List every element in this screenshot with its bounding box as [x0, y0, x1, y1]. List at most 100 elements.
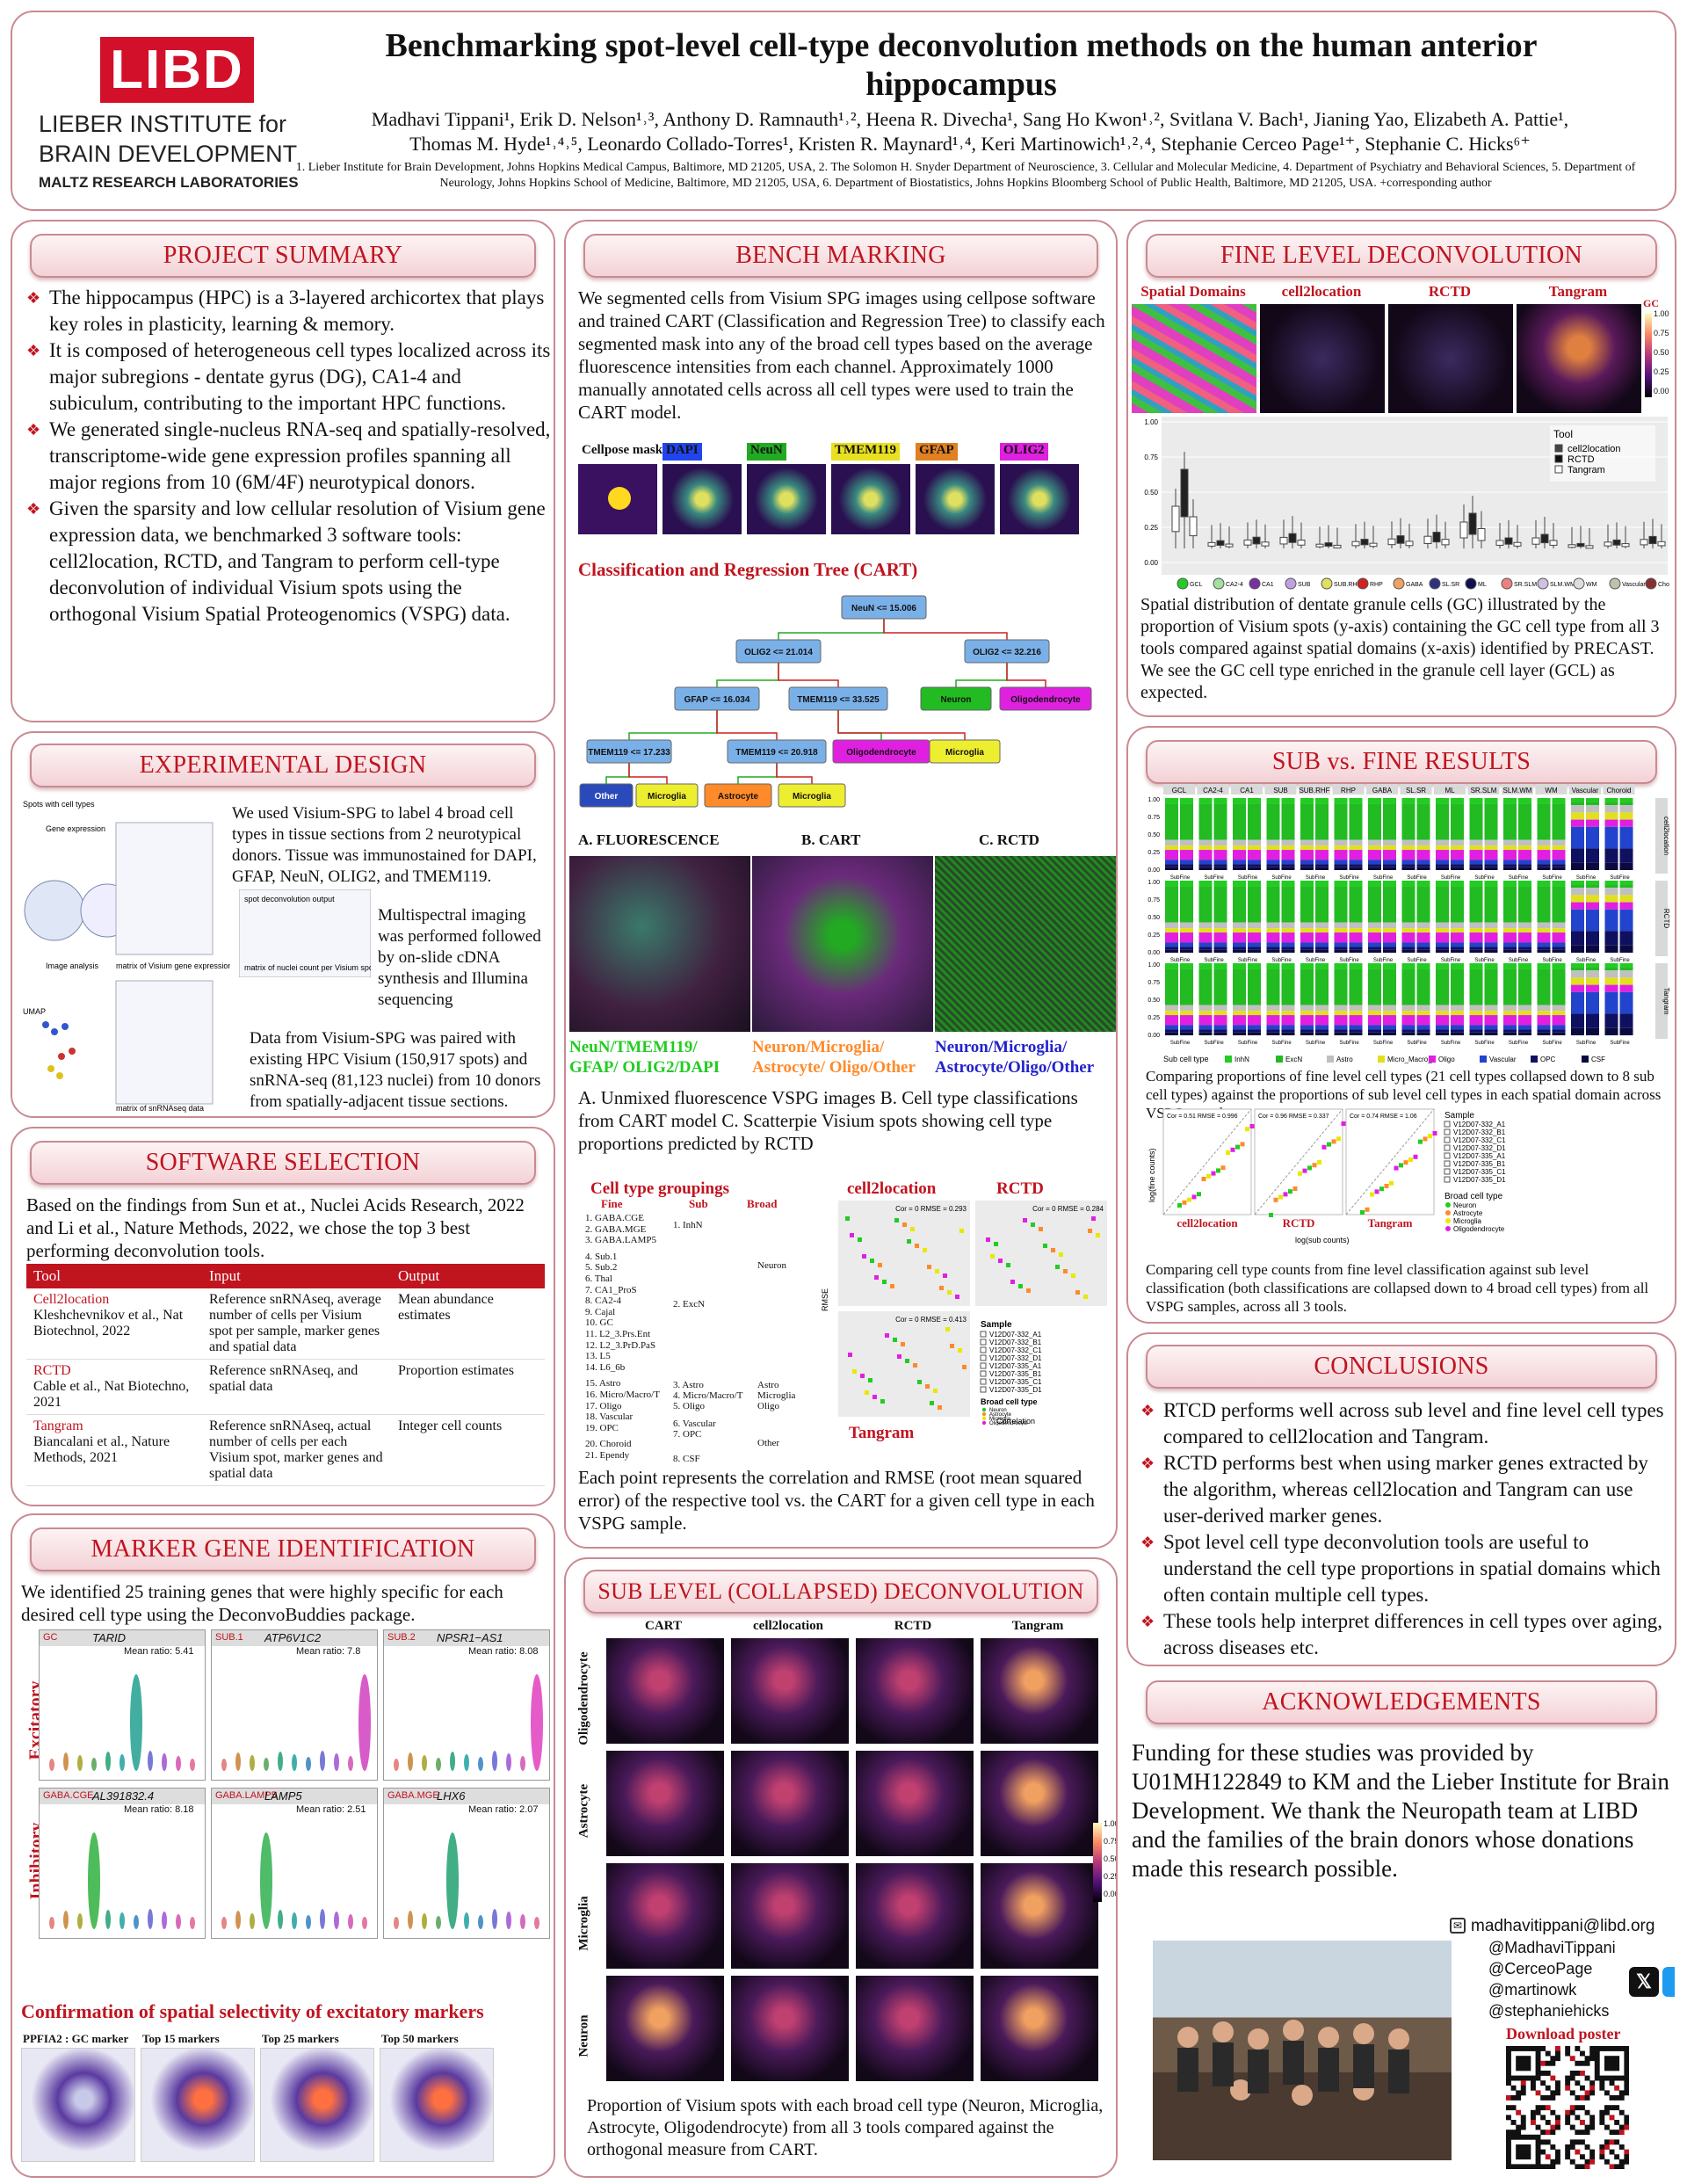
handle[interactable]: @martinowk	[1488, 1981, 1577, 1999]
qr-module	[1531, 2075, 1536, 2081]
scatter-point	[894, 1218, 899, 1223]
violin-shape	[190, 1759, 195, 1771]
qr-module	[1604, 2056, 1610, 2062]
tree-edge	[837, 710, 966, 740]
sub-level-panel: SUB LEVEL (COLLAPSED) DECONVOLUTION CART…	[564, 1557, 1118, 2178]
stacked-bar-segment	[1451, 969, 1464, 1005]
stacked-bar-segment	[1451, 864, 1464, 867]
qr-module	[1614, 2105, 1620, 2111]
stacked-bar-segment	[1383, 886, 1396, 923]
stacked-bar-segment	[1451, 845, 1464, 851]
qr-module	[1594, 2046, 1600, 2051]
handle[interactable]: @MadhaviTippani	[1488, 1939, 1616, 1956]
boxplot-box	[1621, 543, 1630, 548]
domain-swatch	[1249, 577, 1261, 590]
stacked-bar-segment	[1604, 1027, 1618, 1035]
channel-label: OLIG2	[1000, 443, 1048, 461]
stacked-bar-segment	[1213, 932, 1227, 943]
tree-node-label: OLIG2 <= 32.216	[973, 648, 1041, 657]
twitter-bird-icon[interactable]	[1662, 1967, 1675, 1997]
stacked-bar-segment	[1619, 1027, 1633, 1035]
count-point	[1321, 1144, 1327, 1150]
tool-name: RCTD	[33, 1363, 71, 1378]
identity-line	[1254, 1108, 1343, 1215]
sub-level-heatmap	[606, 1751, 724, 1856]
count-point	[1336, 1136, 1341, 1142]
count-point	[1317, 1160, 1321, 1165]
qr-module	[1516, 2090, 1522, 2096]
facet-strip	[1467, 784, 1500, 795]
domain-swatch	[1357, 577, 1369, 590]
stacked-bar-segment	[1604, 931, 1618, 946]
facet-strip	[1163, 784, 1195, 795]
bar-x-label: SubFine	[1238, 1041, 1258, 1046]
stacked-bar-segment	[1248, 969, 1261, 1005]
qr-module	[1624, 2046, 1629, 2051]
tool-legend-swatch	[1554, 444, 1563, 453]
stacked-bar-segment	[1469, 860, 1483, 865]
stacked-bar-segment	[1233, 803, 1246, 840]
qr-module	[1520, 2154, 1526, 2160]
boxplot-box	[1477, 528, 1486, 541]
stacked-bar-segment	[1315, 845, 1329, 851]
stacked-bar-segment	[1537, 949, 1551, 953]
qr-module	[1599, 2144, 1605, 2150]
facet-strip	[1264, 784, 1297, 795]
stacked-bar-segment	[1233, 969, 1246, 1005]
qr-module	[1584, 2164, 1590, 2169]
table-header: Tool	[26, 1264, 202, 1288]
legend-bg	[1550, 425, 1655, 482]
stacked-bar-segment	[1248, 1011, 1261, 1016]
channel-image	[578, 464, 657, 534]
stacked-bar-segment	[1571, 1027, 1584, 1035]
stacked-bar-segment	[1401, 932, 1415, 943]
qr-module	[1624, 2120, 1629, 2125]
bar-x-label: SubFine	[1339, 1041, 1359, 1046]
stacked-bar-segment	[1503, 803, 1517, 840]
logo-line-3: MALTZ RESEARCH LABORATORIES	[39, 174, 299, 191]
domain-label: GABA	[1406, 582, 1423, 588]
qr-module	[1599, 2075, 1605, 2081]
qr-module	[1599, 2149, 1605, 2155]
handle[interactable]: @stephaniehicks	[1488, 2002, 1610, 2020]
count-broad-title: Broad cell type	[1444, 1192, 1503, 1201]
stacked-bar-segment	[1416, 867, 1430, 870]
boxplot-box	[1207, 541, 1216, 547]
violin-tag: GC	[43, 1632, 58, 1643]
software-selection-panel: SOFTWARE SELECTION Based on the findings…	[11, 1127, 555, 1506]
summary-bullet: We generated single-nucleus RNA-seq and …	[26, 417, 554, 496]
qr-module	[1624, 2060, 1629, 2066]
stacked-bar-segment	[1451, 1005, 1464, 1012]
stacked-bar-segment	[1233, 963, 1246, 969]
stacked-bar-segment	[1436, 963, 1449, 969]
boxplot-box	[1513, 541, 1522, 547]
scatter-point	[1039, 1227, 1043, 1231]
stacked-bar-segment	[1165, 1032, 1178, 1035]
stacked-bar-segment	[1165, 949, 1178, 953]
violin-shape	[320, 1909, 325, 1929]
img-title-a: A. FLUORESCENCE	[578, 831, 720, 848]
x-logo-icon[interactable]: 𝕏	[1629, 1967, 1659, 1997]
handle[interactable]: @CerceoPage	[1488, 1960, 1593, 1977]
fine-type-item: 10. GC	[585, 1317, 613, 1329]
tool-cell: Tangram Biancalani et al., Nature Methods…	[26, 1414, 202, 1486]
qr-code[interactable]	[1506, 2046, 1629, 2169]
stacked-bar-segment	[1484, 839, 1498, 846]
count-scatter-plot: Cor = 0.51 RMSE = 0.996cell2locationCor …	[1148, 1108, 1506, 1244]
stacked-bar-segment	[1281, 963, 1295, 969]
stacked-bar-segment	[1383, 839, 1396, 846]
stacked-bar-segment	[1198, 860, 1213, 865]
stacked-bar-segment	[1416, 798, 1430, 804]
tools-table: Tool Input Output Cell2location Kleshchev…	[26, 1264, 545, 1486]
contact-email[interactable]: madhavitippani@libd.org	[1471, 1917, 1655, 1935]
qr-module	[1624, 2149, 1629, 2155]
qr-module	[1609, 2130, 1615, 2136]
stacked-bar-segment	[1604, 902, 1618, 910]
stacked-bar-segment	[1165, 881, 1178, 887]
stacked-bar-segment	[1334, 928, 1348, 933]
stacked-bar-segment	[1213, 1011, 1227, 1016]
violin-shape	[250, 1755, 255, 1771]
boxplot-box	[1648, 535, 1657, 545]
stacked-bar-segment	[1552, 963, 1566, 969]
stacked-bar-segment	[1165, 798, 1178, 804]
